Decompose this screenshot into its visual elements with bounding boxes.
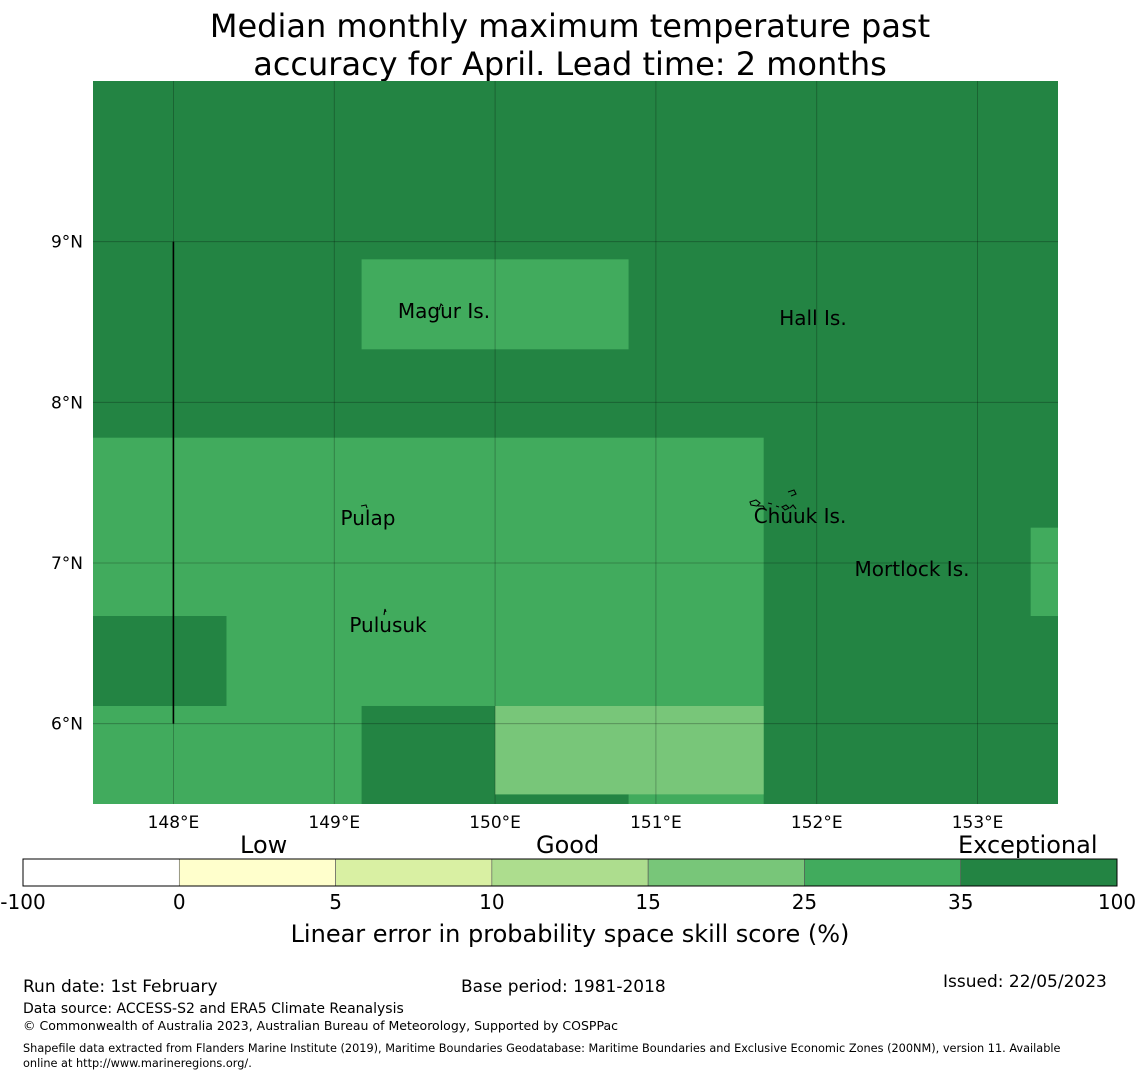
skill-cell-5 — [361, 705, 496, 804]
colorbar-title: Linear error in probability space skill … — [290, 920, 850, 948]
lon-tick-label-153: 153°E — [952, 813, 1004, 830]
category-label-exceptional: Exceptional — [958, 831, 1098, 859]
axis-labels-layer: 148°E 149°E 150°E 151°E 152°E 153°E 9°N 8°N 7°N 6… — [51, 233, 1003, 830]
lat-tick-label-8: 8°N — [51, 393, 83, 413]
colorbar-tick-35: 35 — [947, 890, 974, 914]
island-outline-chuuk-is — [749, 489, 797, 511]
island-label-hall-is: Hall Is. — [779, 306, 846, 330]
base-period: Base period: 1981-2018 — [461, 977, 666, 997]
category-label-low: Low — [240, 831, 288, 859]
lon-tick-label-151: 151°E — [630, 813, 682, 830]
run-date: Run date: 1st February — [23, 977, 218, 997]
skill-cells-layer — [93, 81, 1058, 804]
colorbar-bin-0-to-5 — [178, 858, 336, 887]
skill-cell-4 — [93, 616, 227, 706]
chart-title-line-1: Median monthly maximum temperature past — [209, 7, 931, 45]
colorbar-tick--100: -100 — [0, 890, 46, 914]
lon-tick-label-148: 148°E — [148, 813, 200, 830]
skill-cell-6 — [495, 794, 629, 804]
island-outline-pulusuk — [383, 608, 387, 616]
lat-tick-label-7: 7°N — [51, 554, 83, 574]
colorbar-tick-5: 5 — [329, 890, 342, 914]
colorbar-bin-10-to-15 — [491, 858, 649, 887]
island-outline-magur-is — [438, 302, 444, 311]
colorbar-tick-25: 25 — [791, 890, 818, 914]
island-label-magur-is: Magur Is. — [398, 299, 490, 323]
colorbar-bin-5-to-10 — [335, 858, 493, 887]
colorbar-bin-25-to-35 — [804, 858, 962, 887]
chart-title-line-2: accuracy for April. Lead time: 2 months — [253, 45, 887, 83]
lon-tick-label-150: 150°E — [469, 813, 521, 830]
colorbar-bin-15-to-25 — [647, 858, 805, 887]
lon-tick-label-149: 149°E — [308, 813, 360, 830]
islands-layer: Magur Is. Hall Is. Pulap Chuuk Is. Mortlock … — [341, 299, 970, 637]
shapefile-credit-line-1: Shapefile data extracted from Flanders M… — [23, 1042, 1061, 1055]
lat-tick-label-9: 9°N — [51, 233, 83, 253]
lat-tick-label-6: 6°N — [51, 715, 83, 735]
skill-cell-3 — [1030, 527, 1058, 617]
island-label-pulap: Pulap — [341, 506, 396, 530]
colorbar-tick-15: 15 — [635, 890, 661, 914]
copyright-notice: © Commonwealth of Australia 2023, Austra… — [23, 1018, 618, 1033]
colorbar — [22, 858, 1118, 887]
island-outline-mortlock-is — [909, 563, 913, 567]
colorbar-tick-0: 0 — [172, 890, 186, 914]
island-label-chuuk-is: Chuuk Is. — [754, 504, 847, 528]
colorbar-tick-10: 10 — [479, 890, 505, 914]
island-outline-pulap — [360, 504, 368, 509]
colorbar-bin--100-to-0 — [22, 858, 180, 887]
lon-tick-label-152: 152°E — [791, 813, 843, 830]
skill-cell-7 — [495, 705, 764, 795]
gridlines-layer — [93, 81, 1058, 804]
category-label-good: Good — [536, 831, 600, 859]
colorbar-tick-100: 100 — [1097, 890, 1137, 914]
shapefile-credit-line-2: online at http://www.marineregions.org/. — [23, 1057, 252, 1070]
colorbar-frame — [22, 858, 1118, 887]
island-label-mortlock-is: Mortlock Is. — [855, 557, 970, 581]
island-label-pulusuk: Pulusuk — [349, 613, 427, 637]
colorbar-bin-35-to-100 — [960, 858, 1118, 887]
issued-date: Issued: 22/05/2023 — [943, 972, 1107, 992]
skill-cell-2 — [361, 259, 629, 350]
skill-map: Magur Is. Hall Is. Pulap Chuuk Is. Mortlock … — [51, 81, 1058, 830]
data-source: Data source: ACCESS-S2 and ERA5 Climate … — [23, 1001, 404, 1017]
